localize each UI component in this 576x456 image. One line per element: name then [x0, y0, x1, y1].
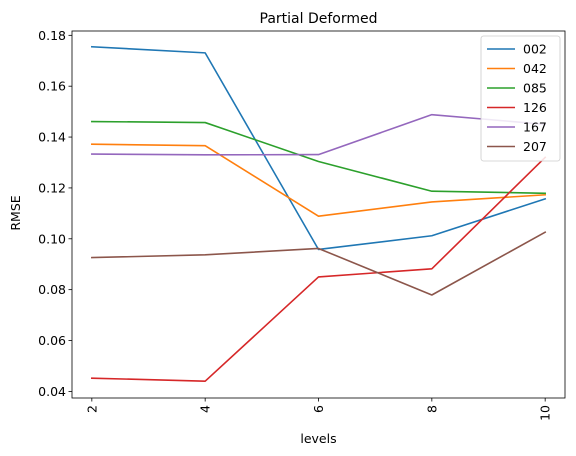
chart-title: Partial Deformed — [260, 11, 378, 27]
x-tick-label: 8 — [424, 405, 439, 413]
series-line-207 — [91, 231, 547, 296]
y-tick-label: 0.10 — [38, 231, 66, 246]
y-tick-label: 0.18 — [38, 28, 66, 43]
series-line-085 — [91, 120, 546, 195]
series-lines — [90, 45, 547, 383]
x-tick-label: 2 — [84, 405, 99, 413]
x-axis-label: levels — [300, 431, 336, 446]
y-tick-label: 0.04 — [38, 384, 66, 399]
series-line-126 — [91, 156, 547, 383]
y-tick-label: 0.12 — [38, 180, 66, 195]
series-line-167 — [91, 113, 547, 156]
legend-label: 002 — [523, 42, 547, 57]
series-line-042 — [91, 143, 547, 217]
legend-label: 126 — [523, 100, 547, 115]
series-line-002 — [90, 45, 547, 251]
x-axis: 2 4 6 8 10 — [84, 398, 553, 421]
legend-label: 042 — [523, 61, 547, 76]
legend-label: 085 — [523, 81, 547, 96]
legend-label: 167 — [523, 120, 547, 135]
y-tick-label: 0.08 — [38, 282, 66, 297]
y-axis-label: RMSE — [8, 195, 23, 230]
y-tick-label: 0.14 — [38, 130, 66, 145]
x-tick-label: 6 — [311, 405, 326, 413]
x-tick-label: 10 — [538, 405, 553, 421]
y-axis: 0.04 0.06 0.08 0.10 0.12 0.14 0.16 0.18 — [38, 28, 72, 399]
y-tick-label: 0.06 — [38, 333, 66, 348]
legend-label: 207 — [523, 139, 547, 154]
legend: 002 042 085 126 167 207 — [480, 35, 561, 162]
y-tick-label: 0.16 — [38, 79, 66, 94]
legend-box — [480, 35, 561, 162]
x-tick-label: 4 — [198, 405, 213, 413]
